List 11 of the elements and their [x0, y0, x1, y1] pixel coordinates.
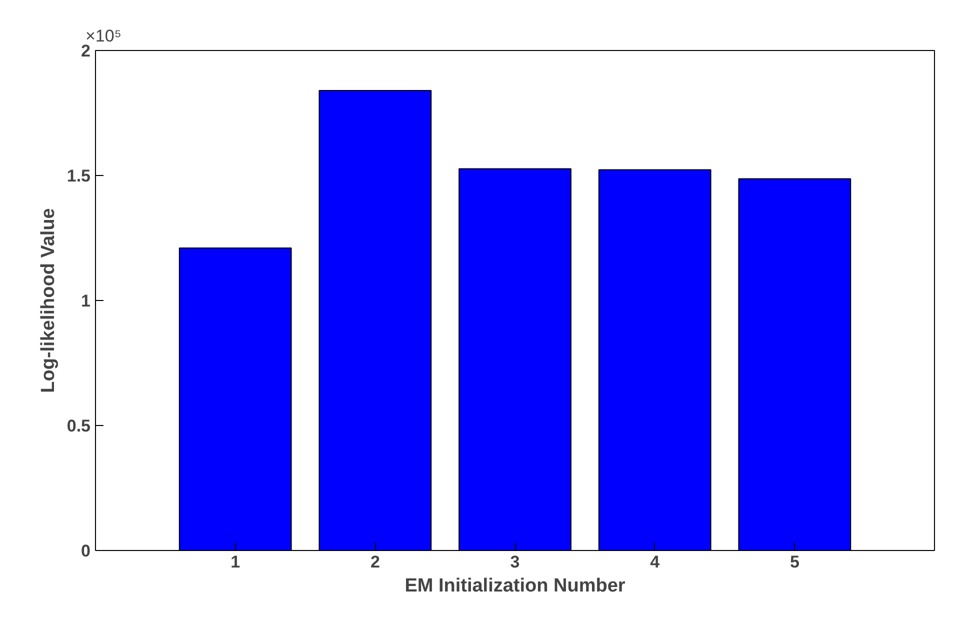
x-tick-label: 2 — [370, 552, 380, 572]
x-tick-label: 4 — [650, 552, 660, 572]
x-tick-label: 5 — [790, 552, 800, 572]
x-tick-label: 1 — [230, 552, 240, 572]
y-axis-title: Log-likelihood Value — [38, 208, 59, 393]
y-tick-label: 1.5 — [66, 166, 91, 186]
y-tick-label: 0 — [81, 542, 91, 560]
y-tick-label: 1 — [81, 292, 91, 310]
y-tick-label: 0.5 — [66, 416, 91, 436]
x-tick-label: 3 — [510, 552, 520, 572]
x-axis-title: EM Initialization Number — [404, 576, 626, 596]
